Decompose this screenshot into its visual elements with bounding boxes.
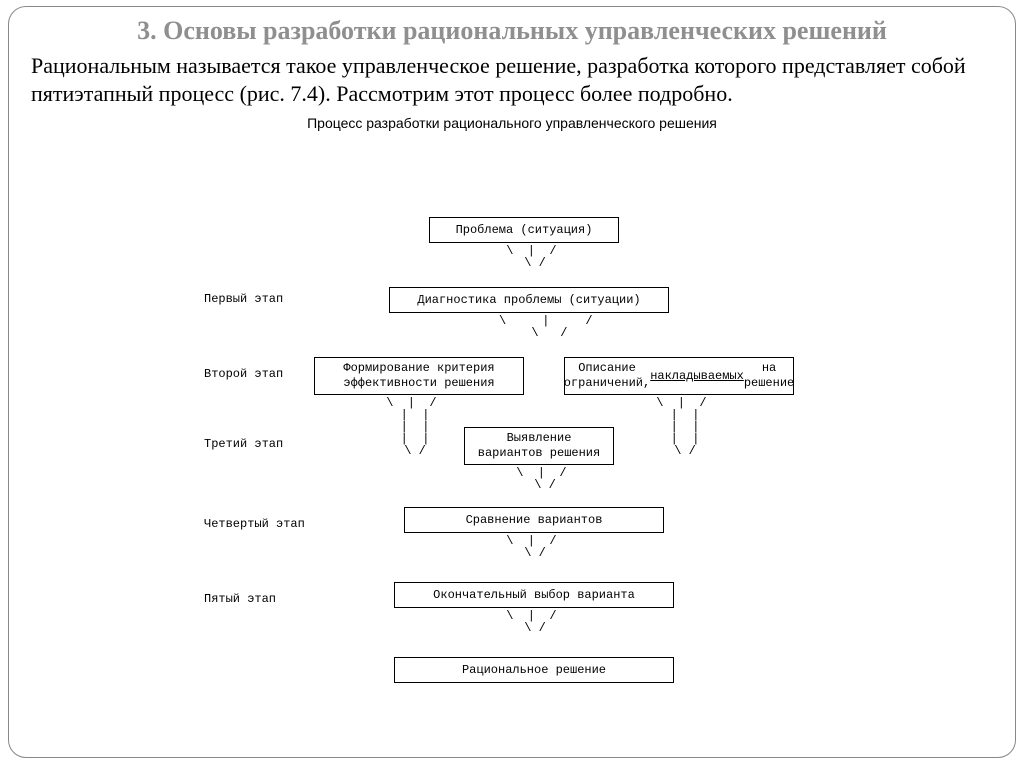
flowchart-diagram: Первый этап Второй этап Третий этап Четверт…: [9, 217, 1024, 757]
flow-arrow: \ | / \ /: [499, 535, 557, 559]
stage-label: Второй этап: [204, 367, 283, 381]
stage-label: Третий этап: [204, 437, 283, 451]
flow-arrow: \ | / \ /: [509, 467, 567, 491]
page-frame: 3. Основы разработки рациональных управл…: [8, 6, 1016, 758]
flow-arrow: \ | / | | | | | | \ /: [649, 397, 707, 457]
flow-node: Сравнение вариантов: [404, 507, 664, 533]
flow-arrow: \ | / \ /: [499, 610, 557, 634]
stage-label: Первый этап: [204, 292, 283, 306]
flow-arrow: \ | / \ /: [499, 315, 593, 339]
main-title: 3. Основы разработки рациональных управл…: [9, 7, 1015, 48]
flow-arrow: \ | / \ /: [499, 245, 557, 269]
intro-text: Рациональным называется такое управленче…: [9, 48, 1015, 109]
stage-label: Пятый этап: [204, 592, 276, 606]
flow-node: Проблема (ситуация): [429, 217, 619, 243]
flow-node: Выявление вариантов решения: [464, 427, 614, 465]
flow-arrow: \ | / | | | | | | \ /: [379, 397, 437, 457]
flow-node: Описание ограничений,накладываемых на ре…: [564, 357, 794, 395]
flow-node: Диагностика проблемы (ситуации): [389, 287, 669, 313]
diagram-caption: Процесс разработки рационального управле…: [9, 115, 1015, 131]
flow-node: Формирование критерия эффективности реше…: [314, 357, 524, 395]
flow-node: Окончательный выбор варианта: [394, 582, 674, 608]
stage-label: Четвертый этап: [204, 517, 305, 531]
flow-node: Рациональное решение: [394, 657, 674, 683]
